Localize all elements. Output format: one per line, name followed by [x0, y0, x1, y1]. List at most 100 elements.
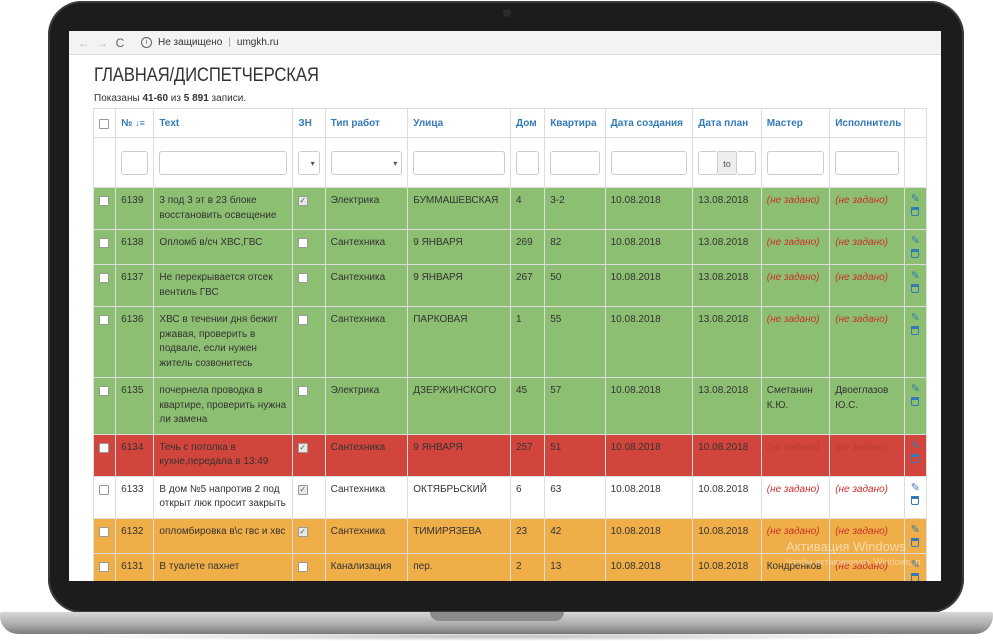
- col-header-created[interactable]: Дата создания: [604, 108, 694, 138]
- info-icon[interactable]: i: [141, 37, 152, 48]
- cell-flat: 82: [544, 229, 606, 265]
- cell-created: 10.08.2018: [604, 377, 694, 435]
- trash-icon[interactable]: [911, 572, 920, 581]
- cell-executor: (не задано): [829, 306, 905, 378]
- row-checkbox[interactable]: [99, 561, 109, 572]
- cell-flat: 51: [544, 433, 606, 477]
- edit-pencil-icon[interactable]: ✎: [910, 523, 920, 536]
- edit-pencil-icon[interactable]: ✎: [910, 439, 920, 452]
- summary-suffix: записи.: [208, 93, 247, 104]
- reload-icon[interactable]: C: [115, 35, 125, 50]
- cell-text: Не перекрывается отсек вентиль ГВС: [153, 264, 294, 307]
- col-header-executor[interactable]: Исполнитель: [829, 108, 905, 138]
- col-header-master[interactable]: Мастер: [760, 108, 831, 138]
- col-number-label[interactable]: №: [121, 117, 133, 129]
- col-header-number[interactable]: № ↓≡: [115, 108, 155, 138]
- filter-type-select[interactable]: [330, 150, 403, 175]
- cell-text: почернела проводка в квартире, проверить…: [153, 377, 294, 435]
- filter-number-input[interactable]: [121, 150, 149, 175]
- cell-zn: [292, 264, 326, 307]
- cell-number: 6131: [115, 552, 155, 581]
- cell-house: 267: [509, 264, 546, 307]
- filter-created-input[interactable]: [610, 150, 688, 175]
- col-header-plan[interactable]: Дата план: [692, 108, 762, 138]
- cell-master: (не задано): [760, 229, 831, 265]
- edit-pencil-icon[interactable]: ✎: [910, 270, 920, 282]
- col-header-type[interactable]: Тип работ: [324, 108, 409, 138]
- cell-master: (не задано): [760, 187, 831, 230]
- select-all-checkbox[interactable]: [99, 119, 109, 129]
- row-checkbox[interactable]: [99, 484, 109, 495]
- filter-house-input[interactable]: [515, 150, 540, 175]
- col-header-text[interactable]: Text: [153, 108, 294, 138]
- laptop-notch: [430, 612, 564, 621]
- col-header-zn[interactable]: ЗН: [292, 108, 326, 138]
- row-checkbox[interactable]: [99, 196, 109, 207]
- edit-pencil-icon[interactable]: ✎: [910, 193, 920, 205]
- cell-house: 2: [509, 552, 546, 581]
- table-row[interactable]: 6137 Не перекрывается отсек вентиль ГВС Са…: [92, 264, 928, 307]
- row-checkbox[interactable]: [99, 273, 109, 284]
- cell-actions: ✎: [903, 264, 928, 307]
- table-row[interactable]: 6135 почернела проводка в квартире, прове…: [92, 377, 928, 435]
- back-arrow-icon[interactable]: ←: [78, 35, 90, 50]
- row-checkbox[interactable]: [99, 386, 109, 397]
- cell-type: Сантехника: [324, 264, 409, 307]
- cell-actions: ✎: [903, 433, 928, 477]
- cell-number: 6137: [115, 264, 155, 307]
- cell-zn: [292, 187, 326, 230]
- cell-house: 45: [509, 377, 546, 435]
- cell-plan: 10.08.2018: [692, 475, 762, 519]
- col-header-house[interactable]: Дом: [509, 108, 546, 138]
- filter-master-input[interactable]: [766, 150, 825, 175]
- table-row[interactable]: 6133 В дом №5 напротив 2 под открыт люк п…: [92, 475, 928, 519]
- results-summary: Показаны 41-60 из 5 891 записи.: [94, 93, 927, 104]
- cell-actions: ✎: [903, 517, 928, 554]
- edit-pencil-icon[interactable]: ✎: [910, 235, 920, 247]
- table-row[interactable]: 6136 ХВС в течении дня бежит ржавая, пров…: [92, 306, 928, 378]
- edit-pencil-icon[interactable]: ✎: [910, 558, 920, 571]
- col-header-street[interactable]: Улица: [407, 108, 511, 138]
- trash-icon[interactable]: [911, 326, 920, 335]
- table-row[interactable]: 6139 3 под 3 эт в 23 блоке восстановить о…: [92, 187, 928, 230]
- filter-executor-input[interactable]: [835, 150, 899, 175]
- filter-street-input[interactable]: [413, 150, 505, 175]
- url-text[interactable]: umgkh.ru: [236, 37, 279, 48]
- laptop-base: [0, 612, 993, 634]
- trash-icon[interactable]: [911, 249, 920, 258]
- trash-icon[interactable]: [911, 495, 920, 505]
- security-label: Не защищено: [158, 37, 223, 48]
- trash-icon[interactable]: [911, 537, 920, 547]
- cell-flat: 42: [544, 517, 606, 554]
- row-checkbox[interactable]: [99, 315, 109, 326]
- trash-icon[interactable]: [911, 284, 920, 293]
- filter-flat-input[interactable]: [550, 150, 600, 175]
- trash-icon[interactable]: [911, 207, 920, 216]
- filter-plan-to[interactable]: [736, 150, 756, 175]
- filter-zn-select[interactable]: [298, 150, 320, 175]
- row-checkbox[interactable]: [99, 526, 109, 537]
- edit-pencil-icon[interactable]: ✎: [910, 312, 920, 324]
- filter-plan-from[interactable]: [698, 150, 718, 175]
- cell-text: В дом №5 напротив 2 под открыт люк проси…: [153, 475, 294, 519]
- cell-plan: 10.08.2018: [692, 517, 762, 554]
- col-header-flat[interactable]: Квартира: [544, 108, 606, 138]
- cell-master: (не задано): [760, 433, 831, 477]
- cell-house: 6: [509, 475, 546, 519]
- trash-icon[interactable]: [911, 453, 920, 463]
- forward-arrow-icon[interactable]: →: [96, 35, 108, 50]
- filter-plan-range: to: [698, 150, 756, 175]
- sort-icon[interactable]: ↓≡: [135, 117, 145, 128]
- zn-checkbox: [298, 561, 309, 572]
- cell-street: ТИМИРЯЗЕВА: [407, 517, 511, 554]
- row-checkbox[interactable]: [99, 238, 109, 249]
- row-checkbox[interactable]: [99, 442, 109, 453]
- filter-text-input[interactable]: [159, 150, 288, 175]
- trash-icon[interactable]: [911, 397, 920, 406]
- edit-pencil-icon[interactable]: ✎: [910, 383, 920, 395]
- address-bar[interactable]: i Не защищено | umgkh.ru: [135, 35, 285, 51]
- edit-pencil-icon[interactable]: ✎: [910, 481, 920, 494]
- table-row[interactable]: 6134 Течь с потолка в кухне,передала в 13…: [92, 433, 928, 477]
- table-row[interactable]: 6131 В туалете пахнет Канализация пер. 2 13 10…: [92, 552, 928, 581]
- table-row[interactable]: 6138 Опломб в/сч ХВС,ГВС Сантехника 9 ЯНВАР…: [92, 229, 928, 265]
